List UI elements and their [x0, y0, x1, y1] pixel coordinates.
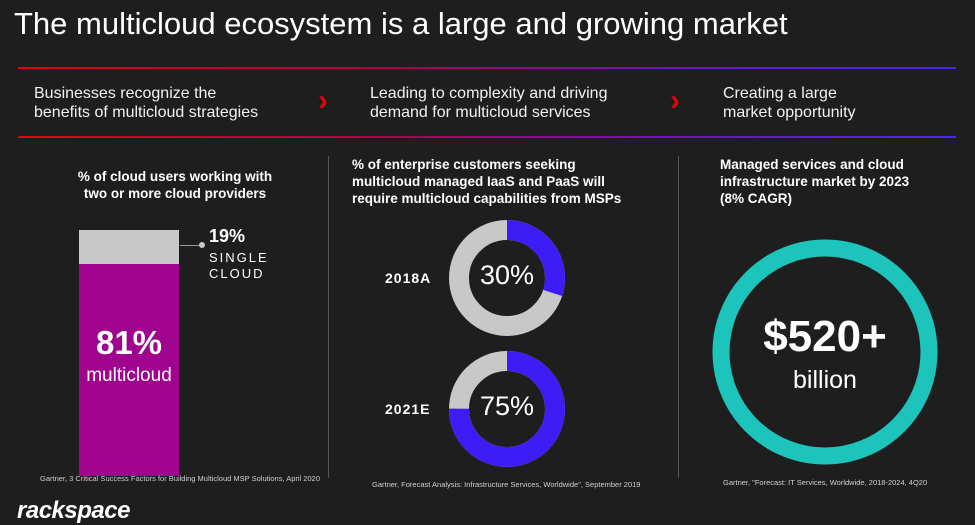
step-1-line2: benefits of multicloud strategies — [34, 104, 259, 121]
bottom-divider — [18, 136, 956, 138]
multicloud-label: multicloud — [86, 365, 172, 386]
col3-source: Gartner, "Forecast: IT Services, Worldwi… — [723, 478, 928, 487]
single-cloud-percent: 19% — [209, 226, 246, 246]
leader-line — [180, 245, 202, 246]
col3-heading-line3: (8% CAGR) — [720, 191, 793, 206]
donut-arc — [449, 351, 565, 467]
chevron-right-icon: › — [670, 84, 680, 117]
donut-percent: 30% — [479, 260, 535, 290]
col2-heading: % of enterprise customers seeking multic… — [352, 156, 662, 207]
step-2-line2: demand for multicloud services — [370, 104, 591, 121]
market-unit: billion — [793, 366, 857, 394]
multicloud-bar — [79, 264, 179, 476]
donut-arc — [449, 220, 565, 336]
donut-2018 — [449, 220, 565, 336]
market-ring — [712, 239, 938, 465]
step-1-line1: Businesses recognize the — [34, 85, 217, 102]
page-title: The multicloud ecosystem is a large and … — [14, 6, 788, 41]
step-3-line2: market opportunity — [723, 104, 856, 121]
multicloud-percent: 81% — [95, 324, 163, 361]
rackspace-logo: rackspace — [17, 497, 130, 524]
donut-year: 2021E — [385, 401, 431, 417]
donut-year: 2018A — [385, 270, 432, 286]
top-divider — [18, 67, 956, 69]
step-3-line1: Creating a large — [723, 85, 837, 102]
col1-heading-line1: % of cloud users working with — [77, 169, 273, 184]
col3-heading-line1: Managed services and cloud — [720, 157, 904, 172]
market-value: $520+ — [763, 312, 887, 361]
step-2-line1: Leading to complexity and driving — [370, 85, 608, 102]
column-divider — [678, 156, 679, 478]
col1-source: Gartner, 3 Critical Success Factors for … — [40, 474, 320, 483]
column-divider — [328, 156, 329, 478]
donut-2021 — [449, 351, 565, 467]
donut-percent: 75% — [479, 391, 535, 421]
col3-heading-line2: infrastructure market by 2023 — [720, 174, 910, 189]
chevron-right-icon: › — [318, 84, 328, 117]
single-cloud-label-line1: SINGLE — [209, 250, 269, 265]
leader-dot — [199, 242, 205, 248]
col2-heading-line3: require multicloud capabilities from MSP… — [352, 191, 622, 206]
single-cloud-label-line2: CLOUD — [209, 266, 265, 281]
col2-source: Gartner, Forecast Analysis: Infrastructu… — [372, 480, 641, 489]
step-3: Creating a large market opportunity — [723, 84, 856, 122]
market-ring-circle — [712, 239, 938, 465]
col2-heading-line1: % of enterprise customers seeking — [352, 157, 576, 172]
col3-heading: Managed services and cloud infrastructur… — [720, 156, 960, 207]
single-cloud-bar — [79, 230, 179, 264]
step-1: Businesses recognize the benefits of mul… — [34, 84, 258, 122]
single-cloud-label: SINGLE CLOUD — [209, 250, 279, 282]
step-2: Leading to complexity and driving demand… — [370, 84, 607, 122]
col1-heading: % of cloud users working with two or mor… — [60, 168, 290, 202]
col2-heading-line2: multicloud managed IaaS and PaaS will — [352, 174, 605, 189]
col1-heading-line2: two or more cloud providers — [83, 186, 267, 201]
